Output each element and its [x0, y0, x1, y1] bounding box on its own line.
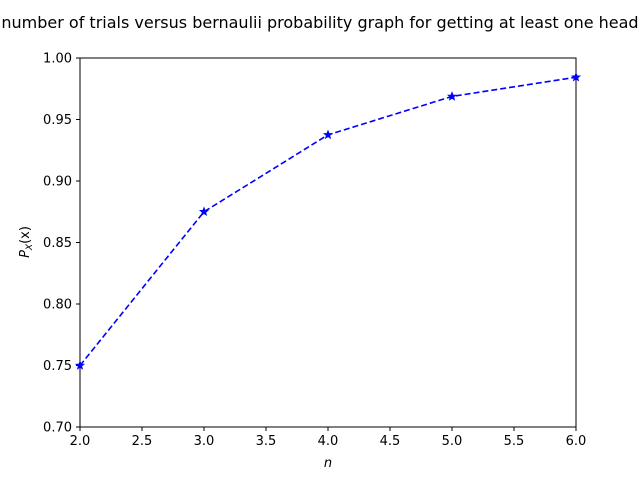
y-tick-label: 0.75 [43, 359, 72, 374]
y-axis-label-subscript: X [25, 243, 35, 251]
plot-frame [79, 57, 577, 428]
x-tick-label: 5.5 [504, 434, 525, 449]
data-point-star [74, 360, 86, 370]
y-axis-label: PX(x) [18, 226, 35, 258]
data-point-star [570, 71, 582, 82]
chart-title: number of trials versus bernaulii probab… [1, 13, 638, 32]
series-layer [74, 71, 582, 370]
data-point-star [446, 91, 458, 101]
x-tick-label: 5.0 [442, 434, 463, 449]
y-tick-label: 1.00 [43, 52, 72, 67]
y-tick-label: 0.70 [43, 421, 72, 436]
x-axis-label: n [324, 456, 332, 471]
y-axis-label-main: P [18, 250, 33, 258]
x-tick-label: 2.0 [70, 434, 91, 449]
x-tick-label: 4.5 [380, 434, 401, 449]
data-point-star [322, 129, 334, 140]
x-tick-label: 3.0 [194, 434, 215, 449]
plot-area [79, 57, 577, 428]
x-axis-ticks: 2.0 2.5 3.0 3.5 4.0 4.5 5.0 5.5 6.0 [70, 427, 587, 449]
y-tick-label: 0.80 [43, 298, 72, 313]
series-line [79, 76, 577, 367]
y-axis-label-tail: (x) [18, 226, 33, 244]
x-tick-label: 2.5 [132, 434, 153, 449]
y-tick-label: 0.90 [43, 175, 72, 190]
y-tick-label: 0.95 [43, 113, 72, 128]
x-tick-label: 3.5 [256, 434, 277, 449]
data-point-star [198, 206, 210, 217]
x-tick-label: 6.0 [566, 434, 587, 449]
y-tick-label: 0.85 [43, 236, 72, 251]
x-tick-label: 4.0 [318, 434, 339, 449]
y-axis-ticks: 0.70 0.75 0.80 0.85 0.90 0.95 1.00 [43, 52, 80, 436]
